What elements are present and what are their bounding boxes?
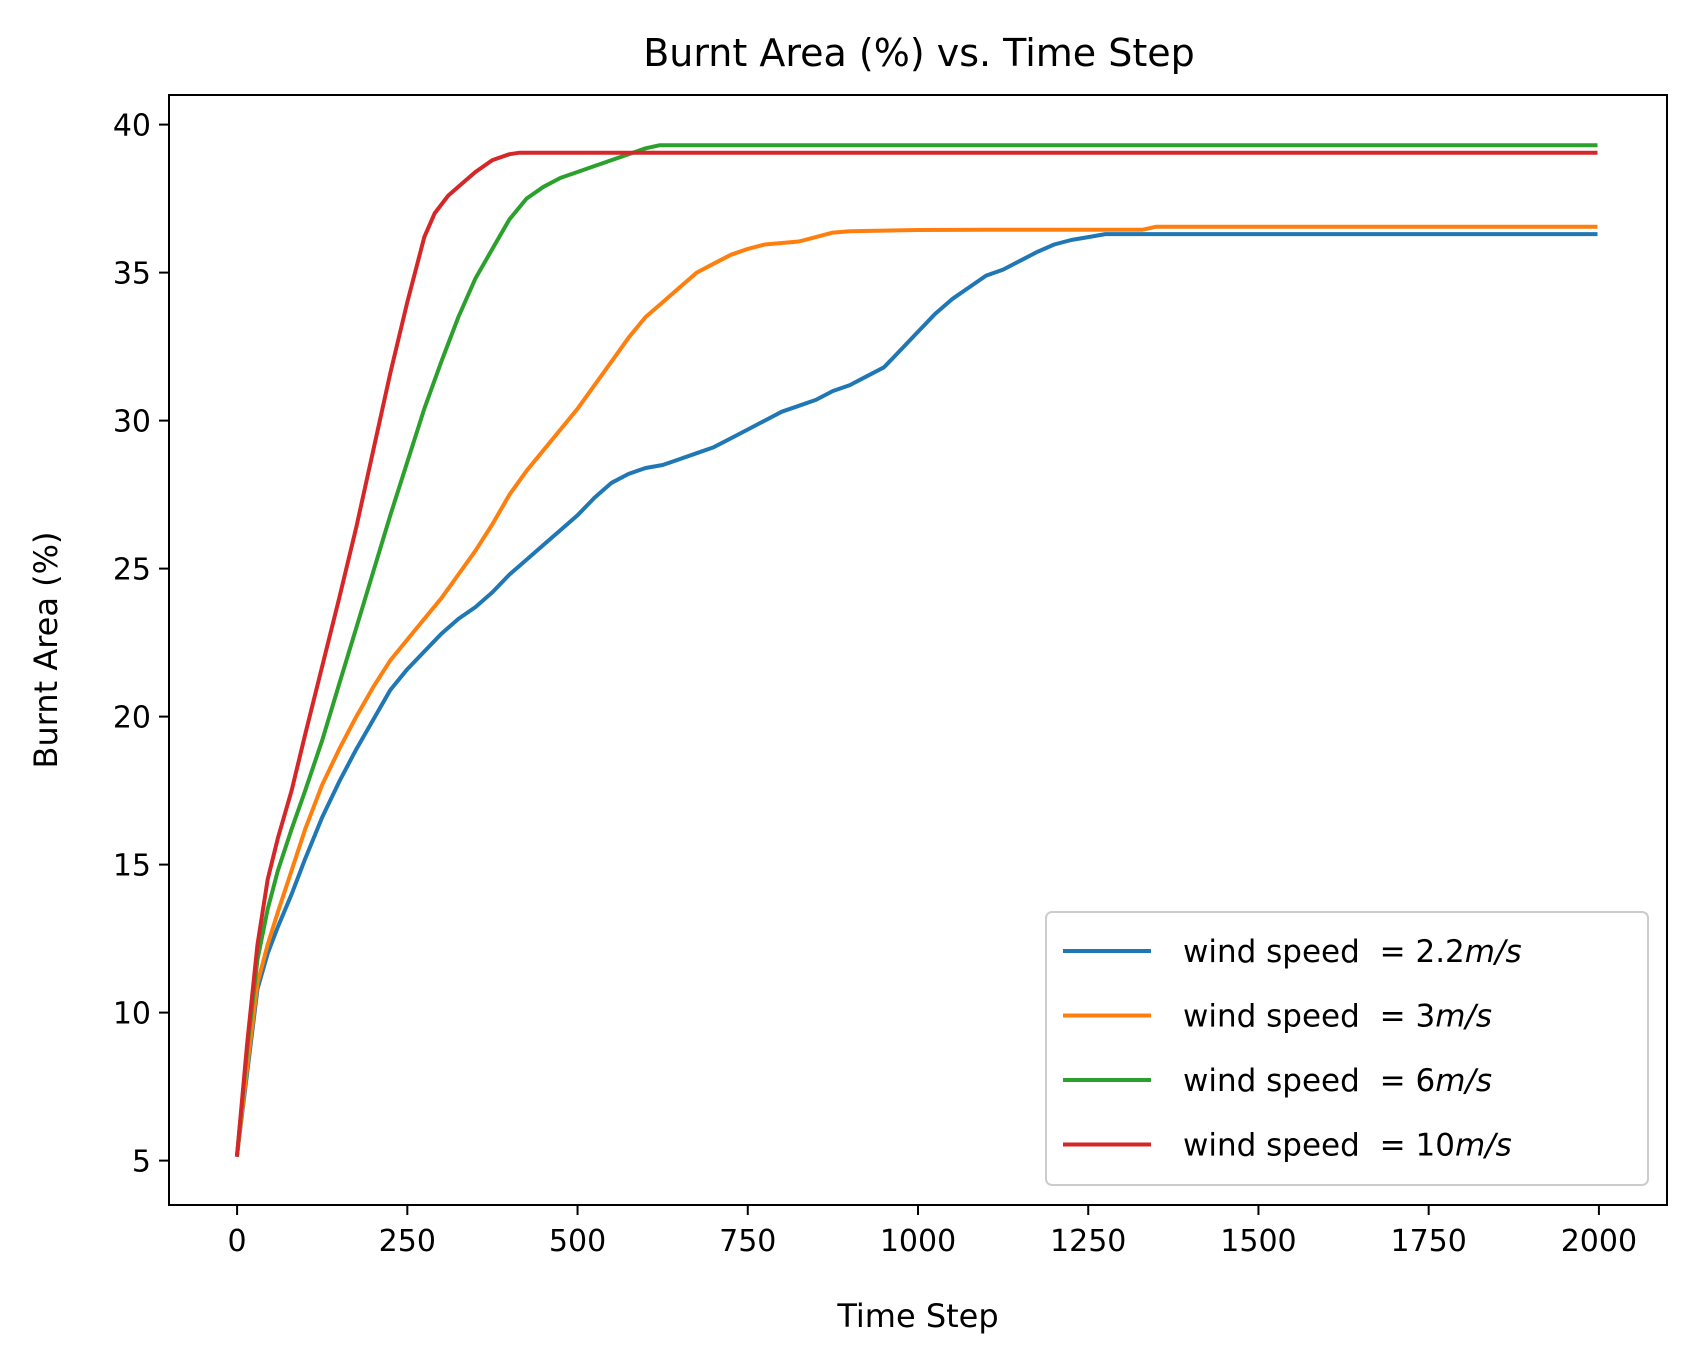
y-tick-label: 15 <box>113 849 151 884</box>
legend-label-text: wind speed <box>1183 999 1370 1035</box>
y-tick-label: 10 <box>113 997 151 1032</box>
x-axis: 0 250 500 750 1000 1250 1500 1750 2000 <box>228 1205 1637 1259</box>
legend-label-text: wind speed <box>1183 1063 1370 1099</box>
legend-label-unit: m/s <box>1465 934 1522 970</box>
x-tick-label: 2000 <box>1561 1224 1637 1259</box>
legend-label-value: = 10 <box>1380 1128 1455 1164</box>
series-line-1 <box>234 232 1598 1157</box>
x-tick-label: 750 <box>719 1224 776 1259</box>
x-tick-label: 1250 <box>1050 1224 1126 1259</box>
x-tick-label: 250 <box>379 1224 436 1259</box>
series-line-4 <box>234 150 1598 1157</box>
chart-title: Burnt Area (%) vs. Time Step <box>643 31 1195 75</box>
y-axis: 5 10 15 20 25 30 35 40 <box>113 109 169 1180</box>
legend-label-value: = 6 <box>1380 1063 1436 1099</box>
x-tick-label: 500 <box>549 1224 606 1259</box>
y-tick-label: 20 <box>113 701 151 736</box>
legend-box <box>1045 911 1649 1186</box>
legend-label-text: wind speed <box>1183 934 1370 970</box>
plot-frame <box>168 94 1668 1206</box>
legend-label-unit: m/s <box>1455 1128 1512 1164</box>
x-axis-label: Time Step <box>836 1297 998 1335</box>
y-tick-label: 35 <box>113 257 151 292</box>
y-tick-label: 30 <box>113 405 151 440</box>
legend-label-1: wind speed = 2.2m/s <box>1183 934 1522 970</box>
plot-area <box>234 143 1598 1157</box>
legend-label-value: = 2.2 <box>1380 934 1465 970</box>
legend-label-3: wind speed = 6m/s <box>1183 1063 1492 1099</box>
y-axis-label: Burnt Area (%) <box>27 531 65 768</box>
y-tick-label: 40 <box>113 109 151 144</box>
x-tick-label: 1750 <box>1391 1224 1467 1259</box>
legend-label-text: wind speed <box>1183 1128 1370 1164</box>
series-line-2 <box>234 224 1598 1157</box>
x-tick-label: 0 <box>228 1224 247 1259</box>
legend-label-unit: m/s <box>1435 999 1492 1035</box>
legend-label-4: wind speed = 10m/s <box>1183 1128 1512 1164</box>
legend-label-value: = 3 <box>1380 999 1436 1035</box>
legend-label-2: wind speed = 3m/s <box>1183 999 1492 1035</box>
x-tick-label: 1000 <box>880 1224 956 1259</box>
y-tick-label: 25 <box>113 553 151 588</box>
legend-label-unit: m/s <box>1435 1063 1492 1099</box>
y-tick-label: 5 <box>132 1145 151 1180</box>
x-tick-label: 1500 <box>1220 1224 1296 1259</box>
